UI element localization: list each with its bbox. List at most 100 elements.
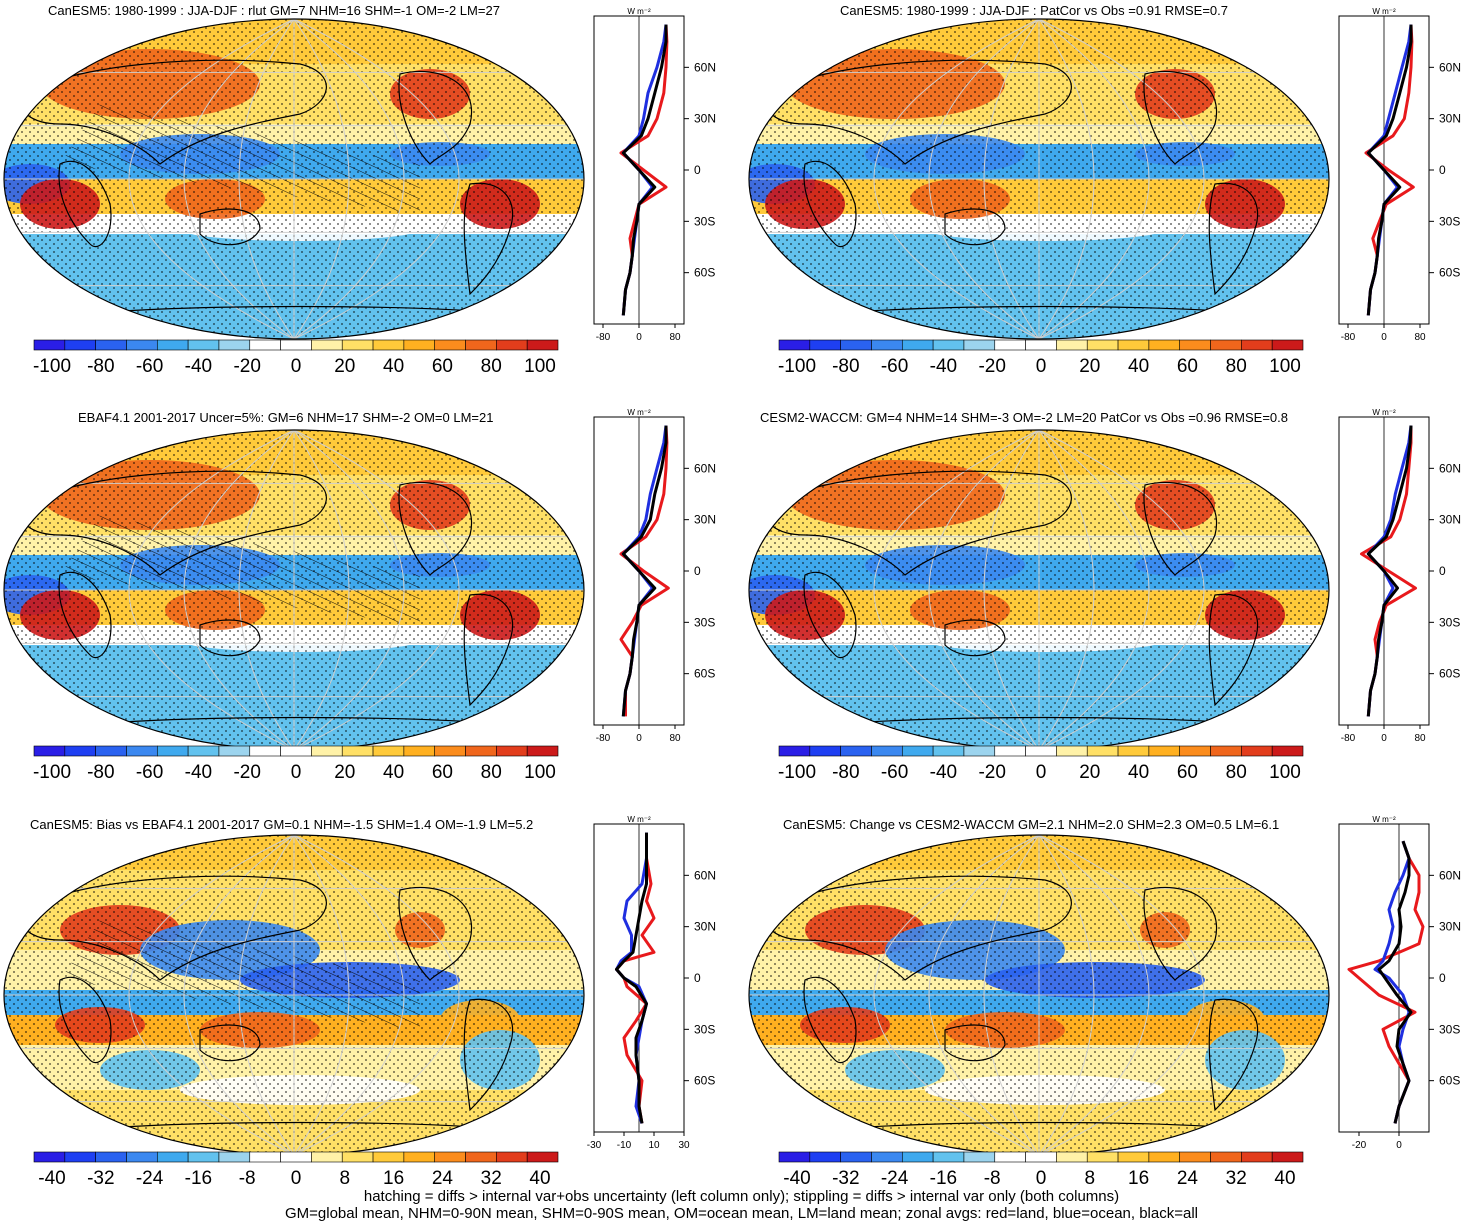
colorbar-tick-label: 24 [432, 1168, 454, 1189]
unit-label: W m⁻² [1372, 408, 1396, 417]
colorbar-segment [341, 1151, 374, 1163]
colorbar-tick-label: -8 [239, 1168, 256, 1189]
y-tick-label: 30S [1439, 1022, 1460, 1036]
panel-3: EBAF4.1 2001-2017 Uncer=5%: GM=6 NHM=17 … [0, 405, 740, 790]
colorbar-tick-label: 32 [481, 1168, 502, 1189]
colorbar-tick-label: -100 [33, 762, 71, 783]
y-tick-label: 60S [1439, 1074, 1460, 1088]
colorbar-segment [1271, 1151, 1304, 1163]
world-map [3, 834, 585, 1156]
colorbar-segment [1086, 339, 1119, 351]
y-tick-label: 60N [1439, 461, 1461, 475]
colorbar-segment [280, 339, 312, 351]
colorbar-tick-label: 80 [481, 356, 502, 377]
footer-line-1: hatching = diffs > internal var+obs unce… [363, 1188, 1120, 1205]
colorbar-segment [963, 339, 996, 351]
colorbar-segment [1210, 745, 1242, 757]
colorbar-tick-label: -40 [783, 1168, 810, 1189]
y-tick-label: 60S [1439, 266, 1460, 280]
y-tick-label: 60N [694, 461, 716, 475]
colorbar-segment [1117, 745, 1150, 757]
colorbar-tick-label: -40 [930, 356, 957, 377]
colorbar-segment [434, 339, 466, 351]
panel-title: CanESM5: 1980-1999 : JJA-DJF : rlut GM=7… [48, 3, 500, 18]
colorbar-segment [403, 339, 436, 351]
colorbar-tick-label: 40 [383, 762, 404, 783]
colorbar-segment [372, 1151, 405, 1163]
colorbar-segment [1210, 339, 1242, 351]
x-tick-label: -80 [596, 733, 611, 744]
colorbar-segment [218, 339, 251, 351]
colorbar-segment [156, 745, 189, 757]
colorbar-segment [1056, 1151, 1088, 1163]
colorbar-tick-label: 60 [432, 762, 453, 783]
colorbar-segment [218, 745, 251, 757]
colorbar-tick-label: 20 [334, 762, 355, 783]
colorbar-tick-label: -16 [185, 1168, 212, 1189]
y-tick-label: 30N [694, 112, 716, 126]
colorbar-tick-label: -60 [136, 356, 163, 377]
colorbar-segment [778, 339, 811, 351]
colorbar: -100 -80 -60 -40 -20 0 20 40 60 80 100 [778, 745, 1304, 783]
colorbar-segment [1179, 745, 1211, 757]
colorbar-segment [526, 745, 559, 757]
panel-5: CanESM5: Bias vs EBAF4.1 2001-2017 GM=0.… [0, 812, 740, 1189]
colorbar-tick-label: -60 [881, 356, 908, 377]
colorbar-segment [932, 339, 965, 351]
y-tick-label: 30N [694, 513, 716, 527]
colorbar-segment [311, 745, 343, 757]
colorbar-segment [840, 1151, 872, 1163]
y-tick-label: 30N [1439, 112, 1461, 126]
colorbar-segment [901, 339, 934, 351]
colorbar-tick-label: 40 [383, 356, 404, 377]
colorbar-segment [1271, 745, 1304, 757]
colorbar-segment [871, 1151, 903, 1163]
colorbar-segment [526, 339, 559, 351]
colorbar-tick-label: 100 [524, 762, 556, 783]
series-line-all [621, 24, 668, 316]
colorbar-segment [126, 339, 158, 351]
y-tick-label: 60S [1439, 667, 1460, 681]
colorbar-tick-label: 60 [1177, 762, 1198, 783]
zonal-average-plot: W m⁻² 60N 30N 0 30S 60S -80 0 80 [593, 7, 716, 343]
colorbar-segment [64, 1151, 96, 1163]
colorbar-segment [932, 1151, 965, 1163]
colorbar-segment [372, 745, 405, 757]
colorbar-segment [372, 339, 405, 351]
x-tick-label: 80 [1414, 332, 1426, 343]
y-tick-label: 0 [1439, 971, 1446, 985]
colorbar-segment [840, 339, 872, 351]
colorbar-tick-label: -80 [87, 762, 114, 783]
colorbar-segment [932, 745, 965, 757]
series-line-land [1347, 840, 1425, 1124]
panel-2: CanESM5: 1980-1999 : JJA-DJF : PatCor vs… [745, 0, 1483, 385]
colorbar-tick-label: 40 [1128, 356, 1149, 377]
colorbar-tick-label: 20 [1079, 356, 1100, 377]
colorbar-tick-label: 0 [1036, 1168, 1047, 1189]
y-tick-label: 60S [694, 1074, 715, 1088]
colorbar-segment [95, 339, 127, 351]
y-tick-label: 0 [694, 971, 701, 985]
colorbar-tick-label: -60 [136, 762, 163, 783]
y-tick-label: 60N [1439, 868, 1461, 882]
colorbar-segment [1241, 745, 1273, 757]
x-tick-label: -80 [596, 332, 611, 343]
colorbar-segment [1086, 1151, 1119, 1163]
colorbar-segment [156, 339, 189, 351]
colorbar-segment [249, 339, 281, 351]
y-tick-label: 60N [1439, 60, 1461, 74]
colorbar-segment [840, 745, 872, 757]
colorbar-segment [64, 745, 96, 757]
zonal-average-plot: W m⁻² 60N 30N 0 30S 60S -80 0 80 [1338, 7, 1461, 343]
series-line-all [1377, 840, 1413, 1124]
colorbar-tick-label: 0 [291, 1168, 302, 1189]
colorbar-segment [434, 745, 466, 757]
world-map [748, 429, 1330, 751]
colorbar-segment [33, 745, 66, 757]
colorbar-segment [1241, 1151, 1273, 1163]
colorbar-segment [963, 1151, 996, 1163]
colorbar-tick-label: -24 [136, 1168, 164, 1189]
colorbar-segment [526, 1151, 559, 1163]
colorbar-segment [901, 745, 934, 757]
zonal-average-plot: W m⁻² 60N 30N 0 30S 60S -80 0 80 [1338, 408, 1461, 744]
